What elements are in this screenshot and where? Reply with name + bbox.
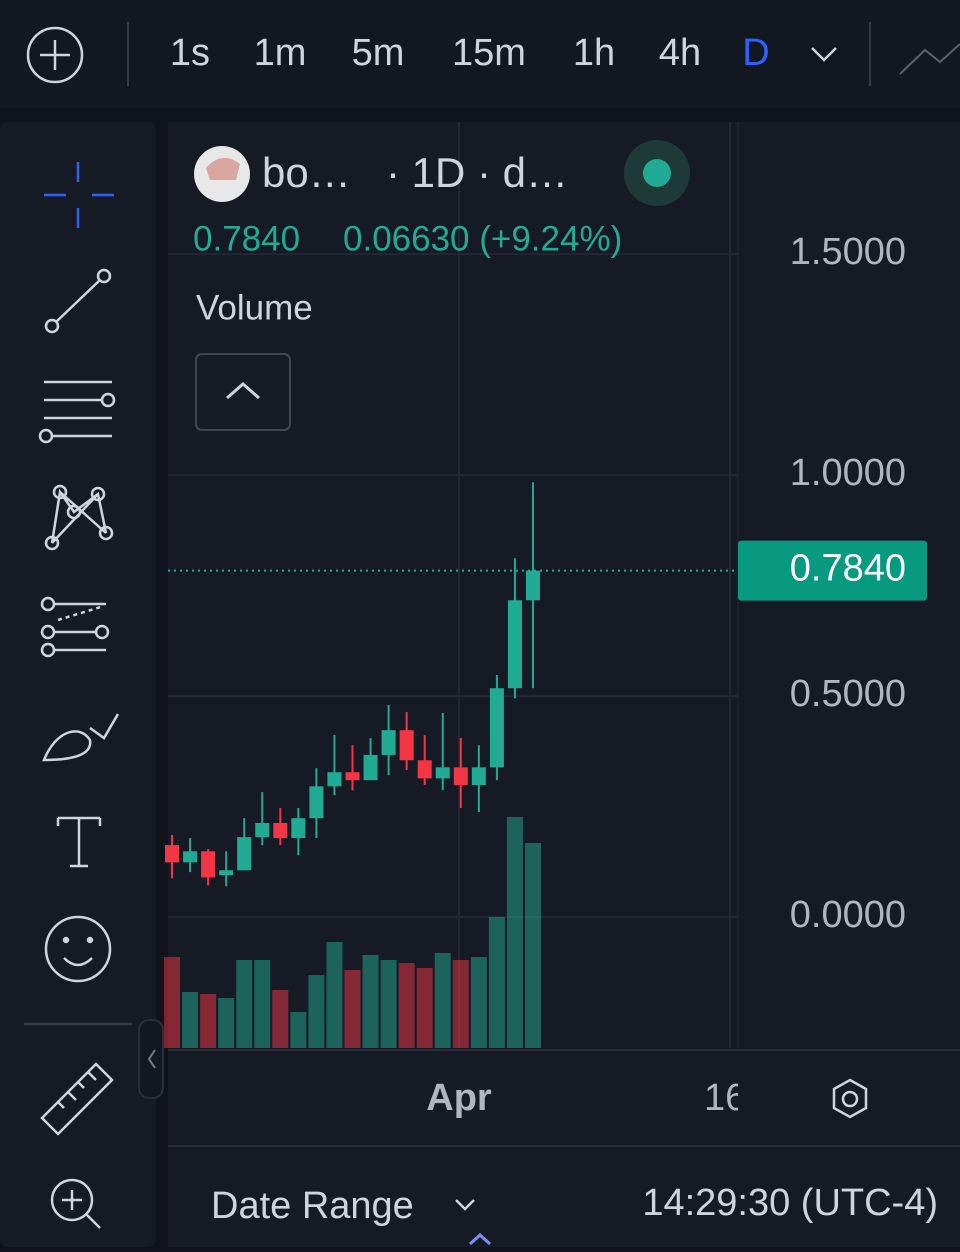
- interval-button[interactable]: D: [742, 32, 769, 74]
- text-tool[interactable]: [56, 816, 102, 868]
- legend-change: 0.06630 (+9.24%): [343, 219, 622, 258]
- collapse-toolbar[interactable]: [138, 1019, 164, 1099]
- volume-bar: [470, 957, 487, 1048]
- volume-bar: [164, 957, 180, 1048]
- interval-button[interactable]: 5m: [352, 32, 405, 74]
- y-tick-label: 0.5000: [790, 673, 906, 715]
- time-label: 16: [704, 1077, 746, 1119]
- interval-button[interactable]: 15m: [452, 32, 526, 74]
- interval-button[interactable]: 4h: [659, 32, 701, 74]
- date-range-arrow: [455, 1199, 475, 1211]
- candle-body: [435, 767, 450, 779]
- volume-bar: [434, 953, 451, 1048]
- ruler-tool[interactable]: [40, 1062, 114, 1136]
- volume-bar: [416, 968, 433, 1048]
- zoom-tool[interactable]: [50, 1178, 101, 1229]
- volume-bar: [452, 960, 469, 1048]
- brush-tool[interactable]: [42, 713, 120, 762]
- candle-body: [381, 730, 396, 755]
- candle-body: [489, 688, 504, 768]
- candle-body: [507, 600, 522, 689]
- add-button[interactable]: [26, 26, 84, 84]
- volume-bar: [254, 960, 271, 1048]
- interval-button[interactable]: 1h: [573, 32, 615, 74]
- prediction-tool[interactable]: [40, 596, 110, 658]
- settings-icon: [841, 1090, 859, 1108]
- candle-body: [165, 845, 179, 863]
- volume-bar: [506, 817, 523, 1048]
- crosshair-tool[interactable]: [44, 162, 114, 228]
- date-range[interactable]: Date Range: [211, 1185, 414, 1227]
- market-status-dot: [643, 159, 671, 187]
- interval-button[interactable]: 1m: [254, 32, 307, 74]
- y-tick-label: 1.5000: [790, 231, 906, 273]
- emoji-tool[interactable]: [44, 915, 112, 983]
- volume-bar: [398, 963, 415, 1048]
- legend-price: 0.7840: [193, 219, 300, 258]
- volume-bar: [380, 960, 397, 1048]
- candle-body: [526, 570, 540, 601]
- interval-button[interactable]: 1s: [170, 32, 210, 74]
- volume-bar: [344, 970, 361, 1048]
- volume-bar: [182, 992, 199, 1048]
- candle-body: [345, 772, 360, 781]
- candle-body: [309, 786, 324, 819]
- volume-bar: [290, 1012, 307, 1048]
- candle-body: [399, 730, 414, 761]
- last-price-label: 0.7840: [790, 548, 906, 590]
- volume-bar: [236, 960, 253, 1048]
- pattern-tool[interactable]: [44, 484, 114, 551]
- legend-toggle-arrow: [226, 382, 260, 400]
- candle-body: [291, 818, 306, 839]
- time-label-clip: 16: [704, 1077, 746, 1119]
- chart-style-button[interactable]: [899, 43, 960, 75]
- settings-button[interactable]: [832, 1078, 868, 1119]
- candle-body: [327, 772, 342, 787]
- volume-bar: [308, 975, 325, 1048]
- volume-bar: [200, 994, 217, 1048]
- candle-body: [201, 851, 216, 878]
- candle-body: [417, 760, 432, 779]
- candle-body: [183, 851, 198, 863]
- volume-bar: [218, 998, 235, 1048]
- candle-body: [471, 767, 486, 786]
- symbol-logo-art: [206, 157, 240, 180]
- clock: 14:29:30 (UTC-4): [642, 1182, 938, 1224]
- symbol-name[interactable]: bo…: [262, 149, 351, 196]
- volume-bar: [272, 990, 289, 1048]
- symbol-interval: · 1D · d…: [386, 149, 568, 196]
- candle-body: [255, 823, 270, 838]
- candle-body: [219, 870, 234, 876]
- collapse-arrow: [147, 1049, 156, 1069]
- y-tick-label: 0.0000: [790, 894, 906, 936]
- volume-bar: [488, 917, 505, 1048]
- left-toolbar: [0, 122, 156, 1247]
- trend-line-tool[interactable]: [44, 268, 112, 334]
- volume-bar: [326, 942, 343, 1048]
- last-price-tag: [738, 540, 927, 601]
- fib-tool[interactable]: [38, 380, 116, 444]
- candle-body: [273, 823, 288, 839]
- candle-body: [453, 767, 468, 786]
- chart-pane: [168, 122, 960, 1247]
- candle-body: [237, 837, 252, 871]
- legend-toggle[interactable]: [195, 353, 291, 431]
- y-tick-label: 1.0000: [790, 452, 906, 494]
- interval-dropdown[interactable]: [811, 47, 837, 62]
- volume-bar: [362, 955, 379, 1048]
- candle-body: [363, 754, 378, 781]
- volume-bar: [525, 843, 541, 1048]
- top-bar: [0, 0, 960, 108]
- volume-legend: Volume: [196, 288, 313, 327]
- scroll-indicator: [468, 1232, 492, 1246]
- time-label: Apr: [426, 1077, 492, 1119]
